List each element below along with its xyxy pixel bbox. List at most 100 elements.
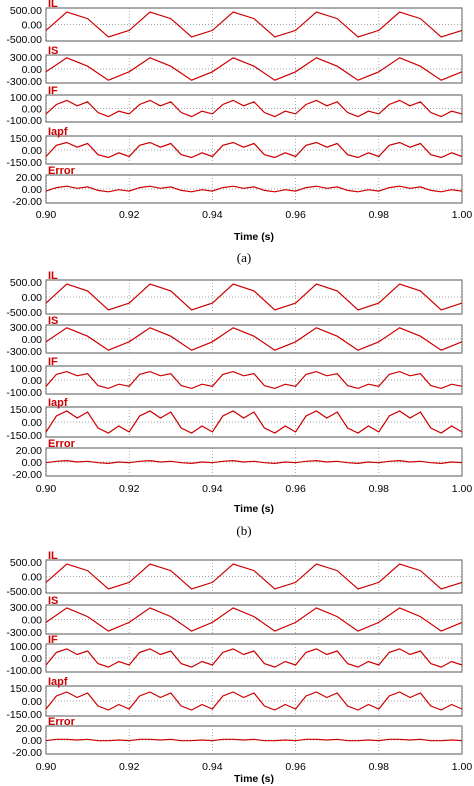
series-line-if: [45, 370, 463, 390]
y-tick-label: 0.00: [22, 20, 43, 32]
panel-label: Error: [48, 716, 76, 728]
y-tick-label: 0.00: [22, 292, 43, 304]
x-tick-label: 0.94: [202, 483, 223, 495]
series-line-if: [45, 99, 463, 118]
y-tick-label: 150.00: [10, 133, 42, 145]
series-line-il: [45, 11, 463, 38]
y-tick-label: 500.00: [10, 5, 42, 17]
y-tick-label: 100.00: [10, 641, 42, 653]
y-tick-label: 300.00: [10, 322, 42, 334]
panel-label: IS: [48, 45, 58, 57]
y-tick-label: 0.00: [22, 334, 43, 346]
x-tick-label: 0.92: [119, 209, 140, 221]
panel-label: Iapf: [48, 126, 68, 138]
y-tick-label: 300.00: [10, 602, 42, 614]
x-axis-label: Time (s): [234, 231, 274, 243]
y-tick-label: 0.00: [22, 145, 43, 157]
y-tick-label: -100.00: [6, 115, 42, 127]
panel-error: 20.000.00-20.00 Error: [12, 716, 463, 759]
x-tick-label: 1.00: [452, 209, 473, 221]
y-tick-label: 0.00: [22, 457, 43, 469]
panel-label: IL: [48, 0, 58, 10]
figure-caption: (a): [237, 250, 251, 265]
y-tick-label: 150.00: [10, 404, 42, 416]
series-line-is: [45, 327, 463, 351]
y-tick-label: 20.00: [16, 723, 42, 735]
panel-is: 300.000.00-300.00 IS: [6, 595, 463, 639]
y-tick-label: 100.00: [10, 363, 42, 375]
y-tick-label: 0.00: [22, 653, 43, 665]
y-tick-label: -500.00: [6, 586, 42, 598]
panel-iapf: 150.000.00-150.00 Iapf: [6, 676, 463, 721]
series-line-if: [45, 648, 463, 668]
x-tick-label: 0.96: [285, 483, 306, 495]
y-tick-label: 0.00: [22, 184, 43, 196]
x-tick-label: 0.94: [202, 761, 223, 773]
panel-if: 100.000.00-100.00 IF: [6, 356, 463, 399]
x-tick-label: 0.98: [369, 761, 390, 773]
y-tick-label: -300.00: [6, 627, 42, 639]
panel-iapf: 150.000.00-150.00 Iapf: [6, 126, 463, 169]
panel-label: IL: [48, 550, 58, 562]
y-tick-label: -300.00: [6, 76, 42, 88]
x-tick-label: 0.94: [202, 209, 223, 221]
y-tick-label: 0.00: [22, 104, 43, 116]
y-tick-label: 0.00: [22, 417, 43, 429]
y-tick-label: 0.00: [22, 64, 43, 76]
panel-if: 100.000.00-100.00 IF: [6, 85, 463, 127]
y-tick-label: -20.00: [12, 469, 42, 481]
panel-il: 500.00 0.00 -500.00 IL: [6, 550, 463, 598]
y-tick-label: -100.00: [6, 665, 42, 677]
x-tick-label: 0.90: [36, 483, 57, 495]
x-tick-label: 0.98: [369, 209, 390, 221]
x-tick-label: 0.96: [285, 761, 306, 773]
y-tick-label: 0.00: [22, 572, 43, 584]
y-tick-label: 150.00: [10, 683, 42, 695]
y-tick-label: -150.00: [6, 157, 42, 169]
x-tick-label: 0.92: [119, 483, 140, 495]
y-tick-label: 0.00: [22, 696, 43, 708]
series-line-error: [45, 738, 463, 742]
y-tick-label: -300.00: [6, 346, 42, 358]
series-line-il: [45, 563, 463, 590]
y-tick-label: 0.00: [22, 615, 43, 627]
panel-iapf: 150.000.00-150.00 Iapf: [6, 397, 463, 442]
x-tick-label: 0.96: [285, 209, 306, 221]
x-tick-label: 1.00: [452, 483, 473, 495]
panel-error: 20.000.00-20.00 Error: [12, 165, 463, 208]
panel-label: IL: [48, 270, 58, 282]
series-line-error: [45, 185, 463, 193]
y-tick-label: 20.00: [16, 445, 42, 457]
x-tick-label: 0.90: [36, 761, 57, 773]
panel-label: Iapf: [48, 676, 68, 688]
y-tick-label: 500.00: [10, 557, 42, 569]
panel-label: IS: [48, 595, 58, 607]
series-line-iapf: [45, 691, 463, 711]
x-tick-label: 0.90: [36, 209, 57, 221]
panel-label: Error: [48, 165, 76, 177]
x-tick-label: 1.00: [452, 761, 473, 773]
panel-label: IS: [48, 315, 58, 327]
figure-caption: (b): [236, 523, 251, 538]
panel-label: IF: [48, 85, 58, 97]
y-tick-label: 0.00: [22, 735, 43, 747]
panel-is: 300.000.00-300.00 IS: [6, 45, 463, 88]
y-tick-label: 20.00: [16, 172, 42, 184]
panel-label: IF: [48, 634, 58, 646]
y-tick-label: -20.00: [12, 747, 42, 759]
panel-il: 500.00 0.00 -500.00 IL: [6, 0, 463, 46]
y-tick-label: 500.00: [10, 277, 42, 289]
series-line-iapf: [45, 141, 463, 159]
series-line-is: [45, 57, 463, 81]
y-tick-label: -150.00: [6, 430, 42, 442]
panel-label: Iapf: [48, 397, 68, 409]
panel-if: 100.000.00-100.00 IF: [6, 634, 463, 677]
x-axis-label: Time (s): [234, 773, 274, 785]
y-tick-label: 0.00: [22, 375, 43, 387]
panel-error: 20.000.00-20.00 Error: [12, 438, 463, 481]
panel-label: IF: [48, 356, 58, 368]
y-tick-label: -100.00: [6, 387, 42, 399]
y-tick-label: 300.00: [10, 52, 42, 64]
panel-il: 500.00 0.00 -500.00 IL: [6, 270, 463, 319]
